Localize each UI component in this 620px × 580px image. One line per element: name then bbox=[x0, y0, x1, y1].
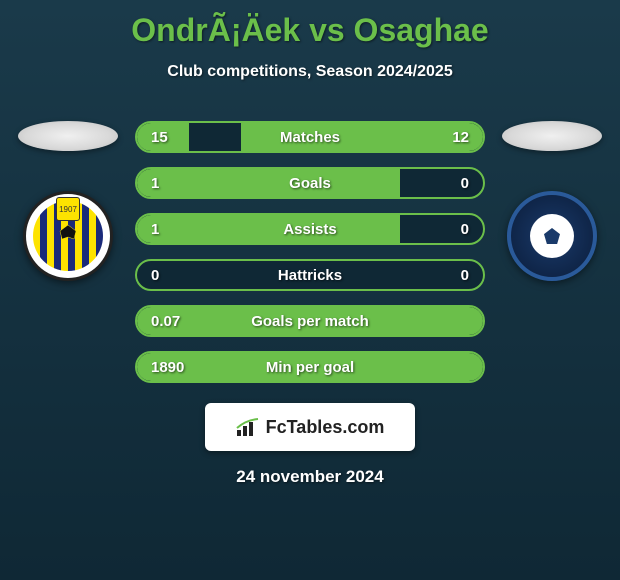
stat-left-value: 0.07 bbox=[151, 313, 180, 330]
stats-column: 15 Matches 12 1 Goals 0 1 Assists 0 0 Hattricks 0 0.… bbox=[135, 121, 485, 383]
left-club-column: 1907 bbox=[13, 121, 123, 281]
right-club-column bbox=[497, 121, 607, 281]
stat-bar: 0 Hattricks 0 bbox=[135, 259, 485, 291]
stat-bar: 15 Matches 12 bbox=[135, 121, 485, 153]
date-text: 24 november 2024 bbox=[0, 467, 620, 487]
stat-left-value: 0 bbox=[151, 267, 159, 284]
stat-bar: 0.07 Goals per match bbox=[135, 305, 485, 337]
stat-left-value: 1 bbox=[151, 175, 159, 192]
stat-left-value: 15 bbox=[151, 129, 168, 146]
soccer-ball-icon bbox=[530, 214, 574, 258]
stat-label: Goals bbox=[289, 175, 331, 192]
stat-label: Assists bbox=[283, 221, 336, 238]
stat-fill-left bbox=[137, 169, 400, 197]
stat-fill-right bbox=[241, 123, 483, 151]
player-placeholder-left bbox=[18, 121, 118, 151]
stat-bar: 1 Goals 0 bbox=[135, 167, 485, 199]
stat-label: Goals per match bbox=[251, 313, 369, 330]
page-title: OndrÃ¡Äek vs Osaghae bbox=[0, 0, 620, 49]
eagle-icon bbox=[54, 223, 82, 243]
stat-right-value: 0 bbox=[461, 221, 469, 238]
stat-left-value: 1 bbox=[151, 221, 159, 238]
chart-icon bbox=[236, 418, 260, 436]
left-club-badge: 1907 bbox=[23, 191, 113, 281]
left-badge-stripes: 1907 bbox=[33, 201, 103, 271]
stat-left-value: 1890 bbox=[151, 359, 184, 376]
comparison-row: 1907 15 Matches 12 1 Goals 0 1 Assists 0 0 Hattric… bbox=[0, 121, 620, 383]
brand-attribution[interactable]: FcTables.com bbox=[205, 403, 415, 451]
stat-label: Min per goal bbox=[266, 359, 354, 376]
right-club-badge bbox=[507, 191, 597, 281]
brand-label: FcTables.com bbox=[266, 417, 385, 438]
stat-label: Hattricks bbox=[278, 267, 342, 284]
stat-right-value: 12 bbox=[452, 129, 469, 146]
stat-fill-left bbox=[137, 215, 400, 243]
stat-bar: 1 Assists 0 bbox=[135, 213, 485, 245]
stat-right-value: 0 bbox=[461, 175, 469, 192]
left-badge-year: 1907 bbox=[56, 197, 80, 221]
stat-label: Matches bbox=[280, 129, 340, 146]
subtitle: Club competitions, Season 2024/2025 bbox=[0, 63, 620, 81]
stat-right-value: 0 bbox=[461, 267, 469, 284]
stat-bar: 1890 Min per goal bbox=[135, 351, 485, 383]
player-placeholder-right bbox=[502, 121, 602, 151]
